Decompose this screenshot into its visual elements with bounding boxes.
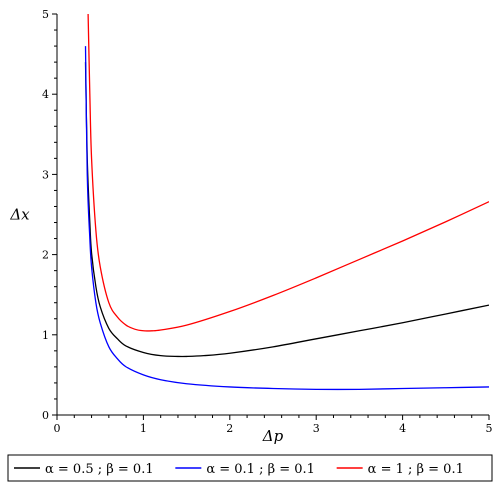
series-line-2 [84, 46, 489, 391]
x-tick-label: 5 [486, 422, 493, 435]
series-lines [84, 14, 489, 391]
axis-ticks [52, 13, 490, 420]
tick-labels: 0 1 2 3 4 5 0 1 2 3 4 5 [42, 8, 493, 435]
legend-entry: α = 1 ; β = 0.1 [368, 462, 464, 477]
legend-entry: α = 0.1 ; β = 0.1 [206, 462, 315, 477]
legend: α = 0.5 ; β = 0.1 α = 0.1 ; β = 0.1 α = 1 … [7, 454, 493, 482]
y-tick-label: 3 [42, 168, 49, 181]
axes [56, 14, 489, 416]
legend-entry: α = 0.5 ; β = 0.1 [45, 462, 154, 477]
y-tick-label: 5 [42, 8, 49, 21]
legend-box [7, 454, 493, 482]
x-tick-label: 3 [313, 422, 320, 435]
x-tick-label: 4 [399, 422, 406, 435]
series-line-1 [84, 62, 489, 358]
x-axis-label: Δp [262, 427, 284, 445]
y-tick-label: 1 [42, 329, 49, 342]
y-tick-label: 4 [42, 88, 49, 101]
x-tick-label: 0 [54, 422, 61, 435]
y-tick-label: 0 [42, 409, 49, 422]
series-line-3 [87, 14, 489, 332]
y-tick-label: 2 [42, 249, 49, 262]
x-tick-label: 2 [226, 422, 233, 435]
y-axis-label: Δx [9, 206, 30, 224]
x-tick-label: 1 [140, 422, 147, 435]
